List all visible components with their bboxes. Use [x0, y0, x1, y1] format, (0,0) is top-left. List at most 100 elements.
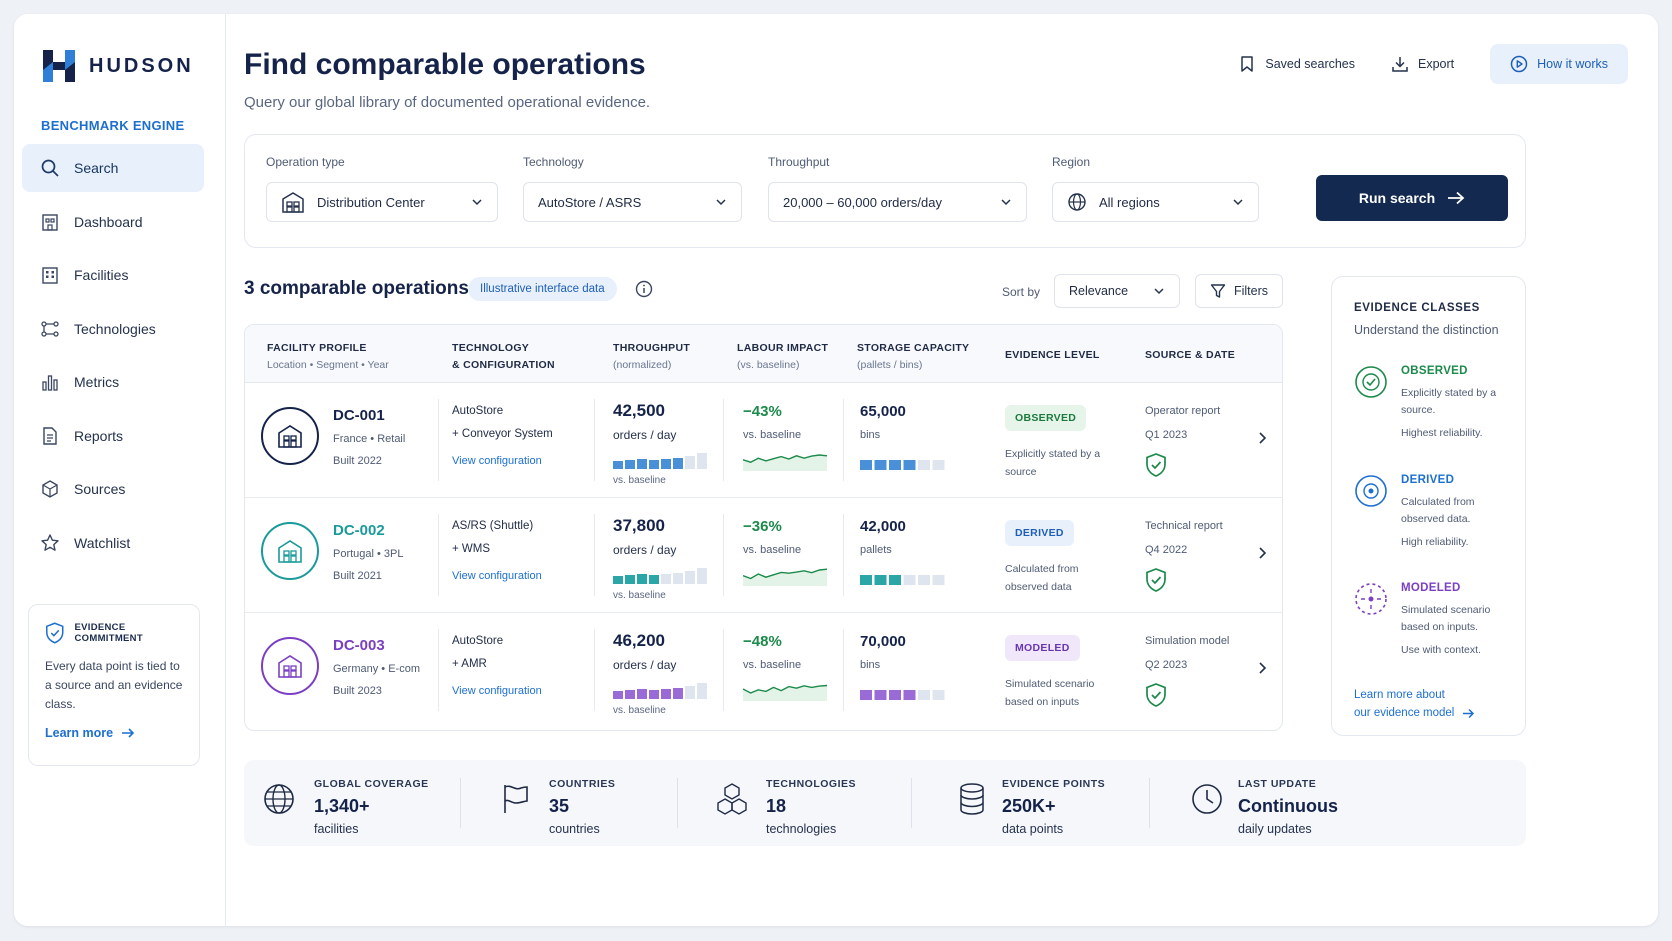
commitment-learn-more-link[interactable]: Learn more — [45, 726, 183, 740]
view-configuration-link[interactable]: View configuration — [452, 685, 542, 697]
throughput-bar — [625, 575, 635, 584]
source-date: Q1 2023 — [1145, 429, 1188, 441]
technology-secondary: + WMS — [452, 543, 491, 555]
col-throughput: THROUGHPUT (normalized) — [613, 342, 691, 371]
throughput-bar — [613, 461, 623, 469]
field-label: Technology — [523, 155, 584, 169]
evidence-description: Explicitly stated by a source — [1005, 448, 1101, 478]
table-row[interactable]: DC-003 Germany • E-com Built 2023 AutoSt… — [245, 613, 1282, 728]
sidebar-item-technologies[interactable]: Technologies — [22, 305, 204, 353]
sidebar-item-label: Metrics — [74, 374, 120, 390]
star-icon — [41, 533, 59, 551]
throughput-bar — [697, 453, 707, 469]
storage-unit: bins — [860, 659, 881, 671]
sort-by-label: Sort by — [1002, 285, 1041, 299]
facility-id[interactable]: DC-002 — [333, 522, 385, 539]
commitment-title: EVIDENCE COMMITMENT — [74, 622, 143, 644]
throughput-bar — [637, 574, 647, 584]
table-row[interactable]: DC-001 France • Retail Built 2022 AutoSt… — [245, 383, 1282, 498]
throughput-select[interactable]: 20,000 – 60,000 orders/day — [768, 182, 1027, 222]
view-configuration-link[interactable]: View configuration — [452, 455, 542, 467]
col-labour: LABOUR IMPACT (vs. baseline) — [737, 342, 829, 371]
region-select[interactable]: All regions — [1052, 182, 1259, 222]
sidebar-item-facilities[interactable]: Facilities — [22, 251, 204, 299]
operation-type-select[interactable]: Distribution Center — [266, 182, 498, 222]
divider — [594, 629, 595, 711]
field-label: Operation type — [266, 155, 345, 169]
storage-block — [860, 690, 872, 700]
saved-searches-button[interactable]: Saved searches — [1238, 55, 1355, 73]
sidebar-item-watchlist[interactable]: Watchlist — [22, 519, 204, 567]
storage-block — [932, 690, 945, 700]
throughput-note: vs. baseline — [613, 590, 666, 601]
warehouse-icon — [278, 655, 302, 678]
sidebar-item-label: Facilities — [74, 267, 129, 283]
logo[interactable]: HUDSON — [41, 48, 194, 84]
view-configuration-link[interactable]: View configuration — [452, 570, 542, 582]
cube-icon — [42, 480, 58, 498]
facility-avatar — [261, 637, 319, 695]
throughput-unit: orders / day — [613, 543, 677, 557]
sidebar-item-metrics[interactable]: Metrics — [22, 358, 204, 406]
region-field: Region All regions — [1052, 155, 1259, 222]
technology-select[interactable]: AutoStore / ASRS — [523, 182, 742, 222]
throughput-bar — [673, 688, 683, 699]
technology-field: Technology AutoStore / ASRS — [523, 155, 742, 222]
evidence-model-link[interactable]: Learn more about our evidence model — [1354, 686, 1475, 722]
sort-select[interactable]: Relevance — [1054, 274, 1180, 308]
storage-block — [932, 575, 945, 585]
evidence-class-name: DERIVED — [1401, 474, 1455, 486]
divider — [723, 629, 724, 711]
divider — [438, 514, 439, 596]
sidebar-item-search[interactable]: Search — [22, 144, 204, 192]
facility-location: Germany • E-com — [333, 663, 420, 675]
how-it-works-button[interactable]: How it works — [1490, 44, 1628, 84]
chevron-right-icon[interactable] — [1255, 661, 1269, 675]
divider — [594, 399, 595, 481]
sidebar-item-reports[interactable]: Reports — [22, 412, 204, 460]
commitment-text: Every data point is tied to a source and… — [45, 659, 183, 711]
throughput-bar — [685, 571, 695, 584]
chevron-down-icon — [472, 199, 482, 206]
bookmark-icon — [1241, 56, 1254, 72]
stat-last-update: LAST UPDATE Continuous daily updates — [1190, 760, 1390, 846]
sidebar-item-label: Watchlist — [74, 534, 131, 551]
facility-id[interactable]: DC-001 — [333, 407, 385, 424]
field-label: Region — [1052, 155, 1091, 169]
chevron-right-icon[interactable] — [1255, 431, 1269, 445]
hudson-logo-icon — [43, 50, 75, 82]
evidence-class-reliability: Highest reliability. — [1401, 427, 1483, 439]
evidence-class-reliability: Use with context. — [1401, 644, 1481, 656]
chevron-right-icon[interactable] — [1255, 546, 1269, 560]
chevron-down-icon — [1154, 288, 1164, 295]
evidence-description: Simulated scenario based on inputs — [1005, 678, 1095, 708]
labour-impact-value: −48% — [743, 633, 782, 650]
throughput-bar — [697, 683, 707, 699]
throughput-bar — [673, 458, 683, 469]
sidebar-item-dashboard[interactable]: Dashboard — [22, 198, 204, 246]
database-icon — [960, 783, 984, 815]
sparkline-area — [743, 685, 827, 701]
facility-built: Built 2021 — [333, 570, 382, 582]
info-icon[interactable] — [635, 280, 653, 298]
sparkline-area — [743, 455, 827, 471]
storage-blocks — [860, 460, 945, 470]
building-icon — [42, 267, 58, 284]
table-row[interactable]: DC-002 Portugal • 3PL Built 2021 AS/RS (… — [245, 498, 1282, 613]
throughput-value: 42,500 — [613, 401, 665, 420]
sidebar-item-label: Dashboard — [74, 213, 143, 230]
divider — [843, 514, 844, 596]
sparkline-line — [743, 684, 827, 694]
storage-block — [918, 460, 930, 470]
sidebar-item-sources[interactable]: Sources — [22, 465, 204, 513]
export-button[interactable]: Export — [1391, 55, 1454, 73]
storage-block — [874, 690, 887, 700]
filters-button[interactable]: Filters — [1195, 274, 1283, 308]
throughput-bar — [697, 568, 707, 584]
labour-impact-value: −43% — [743, 403, 782, 420]
dashboard-icon — [42, 213, 58, 231]
facility-id[interactable]: DC-003 — [333, 637, 385, 654]
labour-sparkline — [743, 684, 827, 701]
run-search-button[interactable]: Run search — [1316, 175, 1508, 221]
globe-icon — [264, 784, 294, 814]
